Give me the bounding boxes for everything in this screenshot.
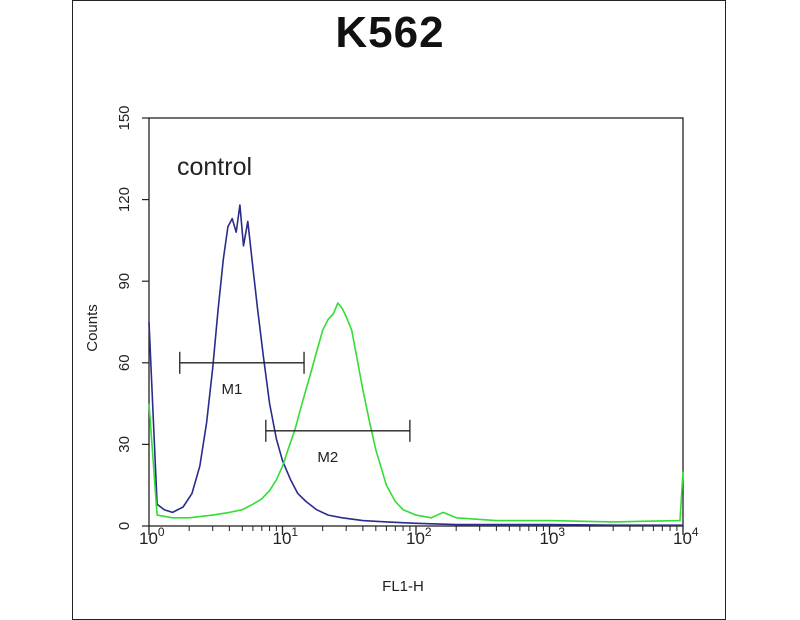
x-tick-label: 103	[540, 525, 566, 548]
series-layer	[148, 204, 684, 527]
y-tick-label: 120	[116, 187, 133, 212]
x-axis: 100 101 102 103 104	[139, 525, 699, 548]
chart-title: K562	[335, 8, 445, 57]
y-axis-label: Counts	[84, 304, 101, 352]
markers-layer: M1 M2	[179, 351, 411, 466]
x-tick-label: 102	[406, 525, 432, 548]
y-tick-label: 0	[116, 522, 133, 530]
series-line-1	[148, 204, 683, 527]
marker-m1-label: M1	[221, 381, 242, 398]
x-tick-label: 101	[273, 525, 299, 548]
y-axis: 0 30 60 90 120 150	[116, 105, 149, 530]
y-tick-label: 60	[116, 354, 133, 371]
histogram-chart: 0 30 60 90 120 150 100 101 102 103 104 M1 M2 contr…	[84, 105, 699, 595]
marker-m2-label: M2	[317, 449, 338, 466]
x-tick-label: 104	[673, 525, 699, 548]
control-annotation: control	[177, 153, 252, 181]
y-tick-label: 30	[116, 436, 133, 453]
x-tick-label: 100	[139, 525, 165, 548]
x-axis-label: FL1-H	[382, 578, 424, 595]
series-line-2	[148, 302, 684, 523]
y-tick-label: 90	[116, 273, 133, 290]
y-tick-label: 150	[116, 105, 133, 130]
